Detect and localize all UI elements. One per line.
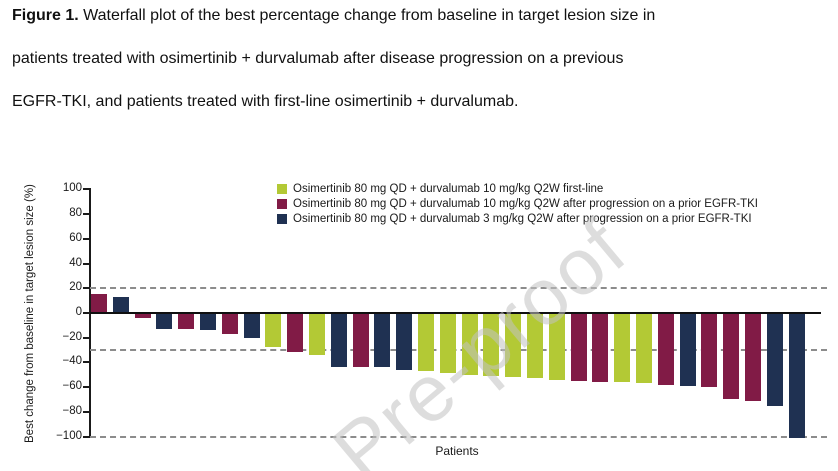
bar-patient-3 [134,314,151,318]
y-tick-mark [83,336,90,339]
y-tick-mark [83,435,90,438]
bar-patient-24 [592,314,609,383]
bar-patient-33 [788,314,805,438]
y-tick-mark [83,237,90,240]
bar-patient-21 [527,314,543,379]
y-tick-label: 80 [69,207,82,220]
bar-patient-10 [287,314,304,353]
bar-patient-2 [112,296,129,313]
bar-patient-14 [374,314,391,368]
y-tick-mark [83,213,90,216]
bar-patient-7 [221,314,238,334]
y-tick-label: −80 [62,404,82,417]
bar-patient-20 [505,314,522,378]
bar-patient-6 [200,314,216,331]
legend-swatch-icon [277,198,287,209]
y-tick-mark [83,361,90,364]
legend-label: Osimertinib 80 mg QD + durvalumab 10 mg/… [293,182,604,195]
bar-patient-1 [91,294,107,313]
y-tick-label: 0 [75,306,82,318]
legend-swatch-icon [277,183,287,194]
legend-item-1: Osimertinib 80 mg QD + durvalumab 10 mg/… [277,181,758,196]
reference-line [90,287,827,290]
bar-patient-18 [461,314,478,375]
y-tick-label: −40 [62,355,82,368]
bar-patient-27 [657,314,674,385]
y-tick-mark [83,410,90,413]
bar-patient-32 [766,314,783,406]
y-tick-mark [83,312,90,314]
bar-patient-22 [548,314,565,380]
y-tick-mark [83,386,90,389]
legend-label: Osimertinib 80 mg QD + durvalumab 10 mg/… [293,197,758,210]
figure-caption-line-2: patients treated with osimertinib + durv… [12,50,624,67]
bar-patient-19 [483,314,500,376]
y-tick-label: −20 [62,330,82,343]
bar-patient-16 [418,314,434,371]
y-tick-label: 60 [69,231,82,244]
y-axis-title: Best change from baseline in target lesi… [24,184,36,444]
x-axis-title: Patients [435,444,479,458]
caption-text-1: Waterfall plot of the best percentage ch… [78,7,656,24]
bar-patient-26 [636,314,652,384]
y-tick-label: 100 [62,182,82,195]
bar-patient-5 [178,314,195,329]
bar-patient-30 [723,314,740,400]
bar-patient-11 [309,314,325,355]
bar-patient-28 [679,314,696,386]
y-tick-label: 40 [69,256,82,269]
bar-patient-25 [614,314,631,383]
reference-line [90,349,827,352]
legend-label: Osimertinib 80 mg QD + durvalumab 3 mg/k… [293,212,752,225]
y-tick-mark [83,262,90,265]
bar-patient-13 [352,314,369,368]
zero-baseline [90,312,821,314]
legend-item-3: Osimertinib 80 mg QD + durvalumab 3 mg/k… [277,211,758,226]
bar-patient-31 [745,314,761,401]
bar-patient-15 [396,314,413,370]
y-tick-mark [83,287,90,290]
y-tick-label: −100 [56,429,82,442]
preproof-watermark: Pre-proof [316,202,643,471]
y-tick-label: 20 [69,281,82,294]
figure-caption-line-3: EGFR-TKI, and patients treated with firs… [12,93,519,110]
bar-patient-23 [570,314,587,381]
y-tick-mark [83,188,90,191]
reference-line [90,435,827,438]
figure-caption-line-1: Figure 1. Waterfall plot of the best per… [12,7,655,25]
bar-patient-17 [439,314,456,374]
bar-patient-29 [701,314,718,387]
y-tick-label: −60 [62,380,82,393]
bar-patient-9 [265,314,282,348]
legend-item-2: Osimertinib 80 mg QD + durvalumab 10 mg/… [277,196,758,211]
bar-patient-8 [243,314,260,338]
legend-swatch-icon [277,213,287,224]
bar-patient-12 [330,314,347,368]
bar-patient-4 [156,314,173,329]
chart-legend: Osimertinib 80 mg QD + durvalumab 10 mg/… [277,181,758,226]
figure-number-label: Figure 1. [12,7,79,24]
